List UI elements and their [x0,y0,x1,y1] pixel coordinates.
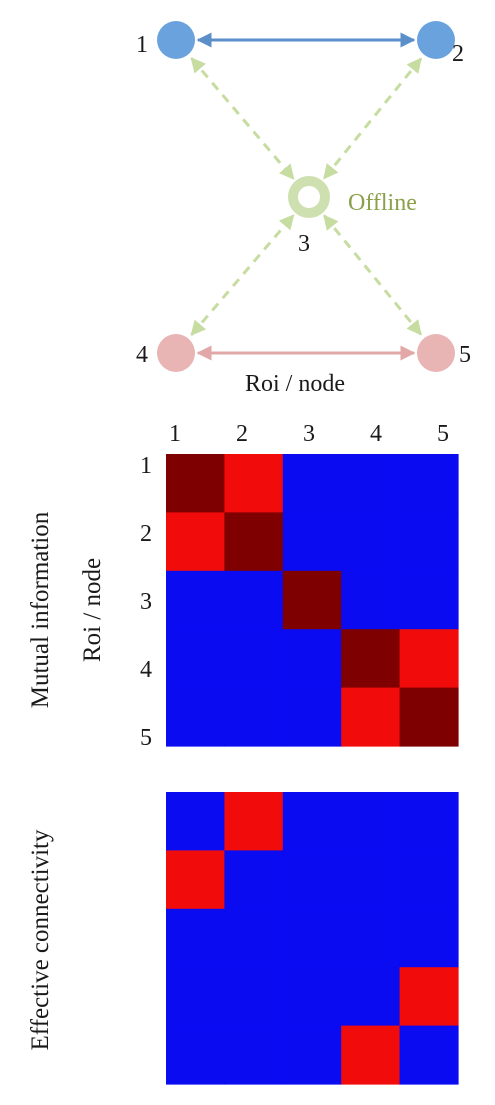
column-label-4: 4 [370,421,382,447]
mi-cell-1-2 [224,454,284,513]
edge-4-3 [190,214,295,336]
mi-cell-5-5 [399,687,459,747]
ec-cell-1-1 [166,792,225,851]
mi-cell-2-2 [224,512,284,572]
row-label-3: 3 [140,589,152,615]
ec-cell-4-5 [399,967,459,1027]
ec-cell-3-3 [282,908,342,968]
row-label-5: 5 [140,725,152,751]
node-1 [157,21,195,59]
ec-cell-1-5 [399,792,459,851]
mutual-information-heatmap [166,454,459,747]
node-4 [157,334,195,372]
mi-cell-2-5 [399,512,459,572]
ec-cell-4-4 [341,967,401,1027]
network-diagram: 1 2 3 4 5 Offline Roi / node [136,21,471,397]
mi-cell-3-4 [341,570,401,630]
node-label-2: 2 [452,41,464,67]
effective-connectivity-heatmap [166,792,459,1085]
ec-cell-3-4 [341,908,401,968]
mi-cell-5-2 [224,687,284,747]
mi-cell-1-5 [399,454,459,513]
edges [190,32,423,361]
ec-cell-5-4 [341,1025,401,1085]
ec-cell-5-5 [399,1025,459,1085]
mi-cell-5-3 [282,687,342,747]
effective-connectivity-title: Effective connectivity [27,829,54,1050]
edge-2-3 [322,57,423,180]
ec-cell-5-2 [224,1025,284,1085]
mi-cell-2-1 [166,512,225,572]
ec-cell-2-3 [282,850,342,910]
mi-cell-4-3 [282,629,342,689]
ec-cell-4-3 [282,967,342,1027]
mi-cell-3-5 [399,570,459,630]
row-label-1: 1 [140,453,152,479]
ec-cell-5-1 [166,1025,225,1085]
ec-cell-3-1 [166,908,225,968]
mi-cell-4-4 [341,629,401,689]
ec-cell-5-3 [282,1025,342,1085]
mi-cell-5-4 [341,687,401,747]
ec-cell-1-3 [282,792,342,851]
node-label-4: 4 [136,342,148,368]
mi-cell-3-1 [166,570,225,630]
effective-connectivity-panel: Effective connectivity [27,792,459,1085]
ec-cell-4-2 [224,967,284,1027]
ec-cell-2-5 [399,850,459,910]
mi-cell-3-3 [282,570,342,630]
edge-1-3 [190,57,295,180]
row-label-4: 4 [140,657,152,683]
node-label-3: 3 [298,231,310,257]
ec-cell-1-4 [341,792,401,851]
mi-cell-1-4 [341,454,401,513]
ec-cell-2-4 [341,850,401,910]
roi-node-axis-label: Roi / node [79,558,106,662]
column-label-5: 5 [437,421,449,447]
mi-cell-1-1 [166,454,225,513]
ec-cell-3-5 [399,908,459,968]
row-label-2: 2 [140,521,152,547]
mutual-information-panel: 1 2 3 4 5 1 2 3 4 5 Mutual information Roi / nod… [27,421,459,751]
roi-node-caption: Roi / node [245,371,345,397]
column-label-2: 2 [236,421,248,447]
mutual-information-title: Mutual information [27,511,54,708]
column-label-3: 3 [303,421,315,447]
mi-cell-5-1 [166,687,225,747]
mi-cell-4-5 [399,629,459,689]
ec-cell-4-1 [166,967,225,1027]
mi-cell-1-3 [282,454,342,513]
mi-cell-2-4 [341,512,401,572]
mi-cell-2-3 [282,512,342,572]
ec-cell-2-2 [224,850,284,910]
mi-cell-4-2 [224,629,284,689]
node-label-1: 1 [136,32,148,58]
node-2 [417,21,455,59]
column-label-1: 1 [169,421,181,447]
node-label-5: 5 [459,342,471,368]
node-5 [417,334,455,372]
ec-cell-1-2 [224,792,284,851]
node-3 [288,176,330,218]
mi-cell-3-2 [224,570,284,630]
column-tick-labels: 1 2 3 4 5 [169,421,449,447]
ec-cell-3-2 [224,908,284,968]
edge-5-3 [322,214,423,336]
ec-cell-2-1 [166,850,225,910]
row-tick-labels: 1 2 3 4 5 [140,453,152,751]
nodes [157,21,455,372]
mi-cell-4-1 [166,629,225,689]
offline-status-label: Offline [348,190,417,216]
